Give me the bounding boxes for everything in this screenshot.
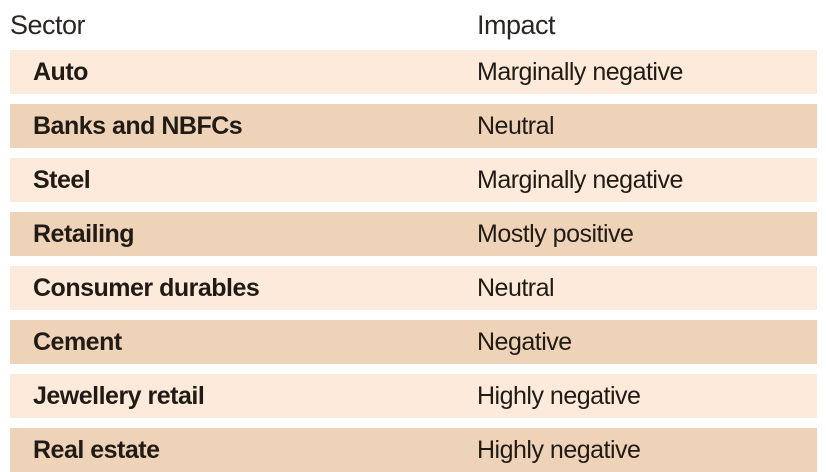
- table-row: Banks and NBFCs Neutral: [10, 104, 817, 148]
- impact-cell: Highly negative: [477, 435, 641, 464]
- impact-cell: Marginally negative: [477, 165, 683, 194]
- table-row: Cement Negative: [10, 320, 817, 364]
- table-row: Retailing Mostly positive: [10, 212, 817, 256]
- table-row: Consumer durables Neutral: [10, 266, 817, 310]
- impact-cell: Neutral: [477, 273, 555, 302]
- impact-cell: Negative: [477, 327, 572, 356]
- table-row: Jewellery retail Highly negative: [10, 374, 817, 418]
- sector-cell: Retailing: [33, 219, 135, 248]
- sector-cell: Banks and NBFCs: [33, 111, 243, 140]
- table-row: Auto Marginally negative: [10, 50, 817, 94]
- table-row: Real estate Highly negative: [10, 428, 817, 472]
- sector-cell: Jewellery retail: [33, 381, 205, 410]
- impact-cell: Highly negative: [477, 381, 641, 410]
- column-header-sector: Sector: [10, 9, 86, 40]
- sector-cell: Auto: [33, 57, 88, 86]
- table-body: Auto Marginally negative Banks and NBFCs…: [0, 50, 826, 472]
- impact-cell: Marginally negative: [477, 57, 683, 86]
- table-header: Sector Impact: [0, 0, 826, 50]
- sector-cell: Steel: [33, 165, 91, 194]
- table-row: Steel Marginally negative: [10, 158, 817, 202]
- column-header-impact: Impact: [477, 9, 556, 40]
- sector-cell: Cement: [33, 327, 122, 356]
- impact-cell: Neutral: [477, 111, 555, 140]
- sector-cell: Consumer durables: [33, 273, 260, 302]
- sector-cell: Real estate: [33, 435, 160, 464]
- impact-cell: Mostly positive: [477, 219, 634, 248]
